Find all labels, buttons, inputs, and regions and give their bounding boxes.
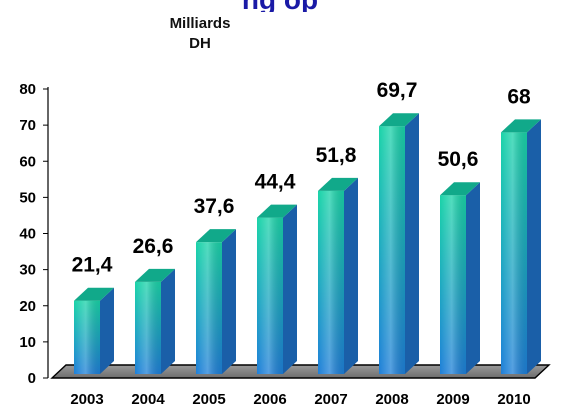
x-tick-label: 2004 bbox=[131, 391, 165, 408]
y-tick-label: 20 bbox=[19, 298, 36, 315]
data-label: 50,6 bbox=[438, 148, 479, 171]
y-tick-label: 50 bbox=[19, 189, 36, 206]
bar-shine bbox=[135, 281, 161, 374]
bar-cap bbox=[501, 119, 541, 133]
data-label: 68 bbox=[507, 85, 531, 108]
bar-2008 bbox=[379, 113, 419, 375]
bar-shine bbox=[196, 242, 222, 374]
bar-shine bbox=[318, 190, 344, 374]
x-tick-label: 2008 bbox=[375, 391, 408, 408]
bar-side bbox=[466, 182, 480, 374]
y-tick-label: 80 bbox=[19, 81, 36, 98]
bar-cap bbox=[257, 204, 297, 218]
bar-side bbox=[344, 177, 358, 374]
y-tick-label: 30 bbox=[19, 262, 36, 279]
x-tick-label: 2003 bbox=[70, 391, 103, 408]
bar-2004 bbox=[135, 268, 175, 374]
y-tick-label: 10 bbox=[19, 334, 36, 351]
unit-label: Milliards DH bbox=[150, 14, 250, 54]
bar-2006 bbox=[257, 204, 297, 374]
bar-cap bbox=[74, 287, 114, 301]
floor-layer bbox=[50, 364, 551, 379]
unit-label-line-1: Milliards bbox=[169, 15, 231, 32]
bar-side bbox=[283, 204, 297, 374]
bar-shine bbox=[440, 195, 466, 374]
x-tick-label: 2006 bbox=[253, 391, 286, 408]
bar-cap bbox=[196, 229, 236, 243]
bar-2003 bbox=[74, 287, 114, 374]
data-label: 26,6 bbox=[133, 235, 174, 258]
bar-2009 bbox=[440, 182, 480, 374]
chart-title-fragment: ng op bbox=[195, 0, 365, 12]
data-label: 69,7 bbox=[377, 79, 418, 102]
bar-shine bbox=[501, 132, 527, 374]
y-tick-label: 0 bbox=[28, 370, 36, 387]
x-tick-label: 2007 bbox=[314, 391, 347, 408]
x-tick-label: 2010 bbox=[497, 391, 530, 408]
data-label: 51,8 bbox=[316, 144, 357, 167]
y-tick-label: 70 bbox=[19, 117, 36, 134]
labels-layer: 21,4 2003 26,6 2004 37,6 2005 44,4 2006 51,8 2007… bbox=[70, 79, 531, 408]
bar-2010 bbox=[501, 119, 541, 374]
bar-shine bbox=[257, 217, 283, 374]
bar-cap bbox=[440, 182, 480, 196]
y-tick-label: 60 bbox=[19, 153, 36, 170]
bar-side bbox=[222, 229, 236, 374]
data-label: 21,4 bbox=[72, 254, 113, 277]
chart-floor bbox=[50, 364, 551, 379]
bar-side bbox=[161, 268, 175, 374]
bar-side bbox=[405, 113, 419, 375]
data-label: 37,6 bbox=[194, 195, 235, 218]
y-tick-label: 40 bbox=[19, 226, 36, 243]
bar-shine bbox=[379, 126, 405, 375]
x-tick-label: 2009 bbox=[436, 391, 469, 408]
bar-cap bbox=[135, 268, 175, 282]
axis-layer: 0 10 20 30 40 50 60 70 80 bbox=[19, 81, 49, 387]
bar-2005 bbox=[196, 229, 236, 374]
bar-cap bbox=[379, 113, 419, 127]
unit-label-line-2: DH bbox=[189, 35, 211, 52]
data-label: 44,4 bbox=[255, 171, 296, 194]
bar-shine bbox=[74, 300, 100, 374]
bars-layer bbox=[74, 113, 541, 375]
bar-cap bbox=[318, 177, 358, 191]
bar-side bbox=[100, 287, 114, 374]
bar-side bbox=[527, 119, 541, 374]
bar-2007 bbox=[318, 177, 358, 374]
x-tick-label: 2005 bbox=[192, 391, 225, 408]
